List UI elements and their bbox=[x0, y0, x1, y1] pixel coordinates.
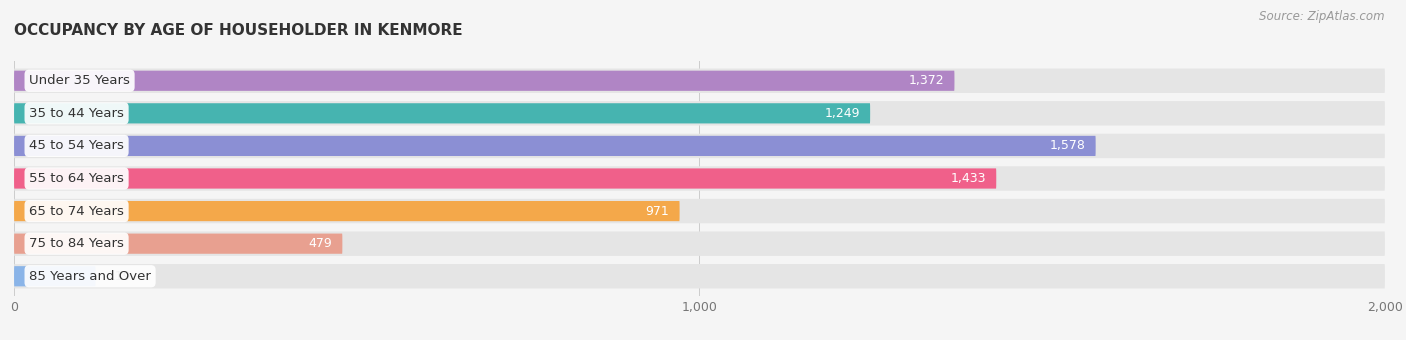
Text: 1,249: 1,249 bbox=[824, 107, 860, 120]
FancyBboxPatch shape bbox=[14, 264, 1385, 288]
FancyBboxPatch shape bbox=[14, 134, 1385, 158]
Text: 1,433: 1,433 bbox=[950, 172, 986, 185]
Text: 75 to 84 Years: 75 to 84 Years bbox=[30, 237, 124, 250]
Text: Source: ZipAtlas.com: Source: ZipAtlas.com bbox=[1260, 10, 1385, 23]
Text: 119: 119 bbox=[108, 270, 132, 283]
FancyBboxPatch shape bbox=[14, 166, 1385, 191]
Text: 55 to 64 Years: 55 to 64 Years bbox=[30, 172, 124, 185]
FancyBboxPatch shape bbox=[14, 71, 955, 91]
FancyBboxPatch shape bbox=[14, 101, 1385, 125]
Text: OCCUPANCY BY AGE OF HOUSEHOLDER IN KENMORE: OCCUPANCY BY AGE OF HOUSEHOLDER IN KENMO… bbox=[14, 23, 463, 38]
FancyBboxPatch shape bbox=[14, 199, 1385, 223]
Text: 35 to 44 Years: 35 to 44 Years bbox=[30, 107, 124, 120]
Text: 45 to 54 Years: 45 to 54 Years bbox=[30, 139, 124, 152]
FancyBboxPatch shape bbox=[14, 103, 870, 123]
Text: Under 35 Years: Under 35 Years bbox=[30, 74, 129, 87]
FancyBboxPatch shape bbox=[14, 168, 997, 189]
FancyBboxPatch shape bbox=[14, 234, 343, 254]
FancyBboxPatch shape bbox=[14, 266, 96, 286]
FancyBboxPatch shape bbox=[14, 136, 1095, 156]
Text: 65 to 74 Years: 65 to 74 Years bbox=[30, 205, 124, 218]
FancyBboxPatch shape bbox=[14, 201, 679, 221]
FancyBboxPatch shape bbox=[14, 232, 1385, 256]
Text: 1,372: 1,372 bbox=[908, 74, 945, 87]
Text: 1,578: 1,578 bbox=[1049, 139, 1085, 152]
Text: 479: 479 bbox=[308, 237, 332, 250]
FancyBboxPatch shape bbox=[14, 69, 1385, 93]
Text: 85 Years and Over: 85 Years and Over bbox=[30, 270, 150, 283]
Text: 971: 971 bbox=[645, 205, 669, 218]
